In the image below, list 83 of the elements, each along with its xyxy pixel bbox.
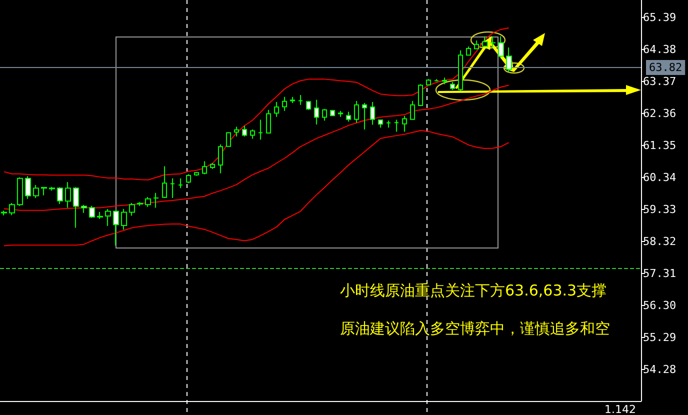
candlestick <box>442 77 447 85</box>
y-tick-label: 60.34 <box>643 171 676 184</box>
candlestick <box>498 36 504 58</box>
candlestick <box>434 78 439 82</box>
candlestick <box>314 99 319 125</box>
candlestick <box>426 78 431 86</box>
candlestick <box>322 108 327 122</box>
candlestick <box>25 176 31 200</box>
candlestick <box>170 178 175 198</box>
y-tick-label: 58.32 <box>643 235 676 248</box>
candlestick <box>145 196 151 208</box>
candlestick <box>466 46 471 56</box>
candlestick <box>362 102 367 130</box>
candlestick <box>49 186 55 192</box>
candlestick <box>162 166 167 198</box>
line-series <box>4 130 510 246</box>
candlestick <box>226 132 231 148</box>
candlestick <box>290 96 295 104</box>
candlestick <box>65 182 71 208</box>
candlestick <box>105 208 111 226</box>
y-tick-label: 61.35 <box>643 139 676 152</box>
candlestick <box>242 125 247 138</box>
y-tick-label: 55.29 <box>643 331 676 344</box>
candlestick <box>306 100 311 110</box>
candlestick <box>386 120 391 128</box>
candlestick <box>346 111 351 122</box>
candlestick <box>129 202 135 216</box>
candlestick <box>194 171 199 176</box>
candlestick <box>402 115 407 132</box>
candlestick <box>354 100 359 124</box>
candlestick <box>418 84 423 107</box>
candlestick <box>210 162 215 170</box>
candlestick <box>330 109 335 116</box>
candlestick <box>153 192 159 208</box>
candlestick <box>89 205 95 218</box>
candlestick <box>9 202 15 216</box>
candlestick <box>186 174 191 184</box>
candlestick <box>274 101 279 118</box>
candlestick <box>258 119 263 140</box>
y-tick-label: 62.36 <box>643 107 676 120</box>
candlestick <box>234 126 239 138</box>
annotation: 小时线原油重点关注下方63.6,63.3支撑 <box>340 282 607 300</box>
candlestick <box>41 187 47 196</box>
candlestick <box>378 120 383 128</box>
candlestick <box>97 211 103 220</box>
candlestick <box>282 96 287 112</box>
candlestick <box>121 208 127 230</box>
candlestick <box>506 47 512 73</box>
candlestick <box>394 119 399 132</box>
candlestick <box>137 202 143 206</box>
candlestick <box>202 160 207 175</box>
ref-line-label: 63.82 <box>649 60 682 74</box>
candlestick <box>482 36 488 48</box>
candlestick <box>338 110 343 118</box>
y-tick-label: 59.33 <box>643 203 676 216</box>
candlestick <box>474 40 479 50</box>
candlestick <box>17 176 23 206</box>
candlestick <box>370 101 375 126</box>
y-tick-label: 57.31 <box>643 267 676 280</box>
candlestick <box>458 50 463 92</box>
candlestick <box>218 144 223 174</box>
y-tick-label: 56.30 <box>643 299 676 312</box>
candlestick <box>250 129 255 140</box>
candlestick <box>33 184 39 198</box>
candlestick <box>298 94 303 106</box>
candlestick <box>410 100 415 120</box>
line-series <box>4 27 510 180</box>
annotation: 原油建议陷入多空博弈中，谨慎追多和空 <box>340 320 610 338</box>
y-tick-label: 65.39 <box>643 11 676 24</box>
candlestick <box>81 204 87 214</box>
text: 1.142 <box>604 403 636 415</box>
candlestick <box>490 36 496 48</box>
candlestick <box>1 210 7 216</box>
line-series <box>4 84 510 211</box>
candlestick <box>450 82 455 90</box>
y-tick-label: 63.37 <box>643 75 676 88</box>
y-tick-label: 54.28 <box>643 363 676 376</box>
candlestick <box>57 186 63 204</box>
candlestick <box>178 178 183 189</box>
y-tick-label: 64.38 <box>643 43 676 56</box>
candlestick <box>113 210 119 246</box>
candlestick <box>266 109 271 134</box>
candlestick <box>73 186 79 228</box>
